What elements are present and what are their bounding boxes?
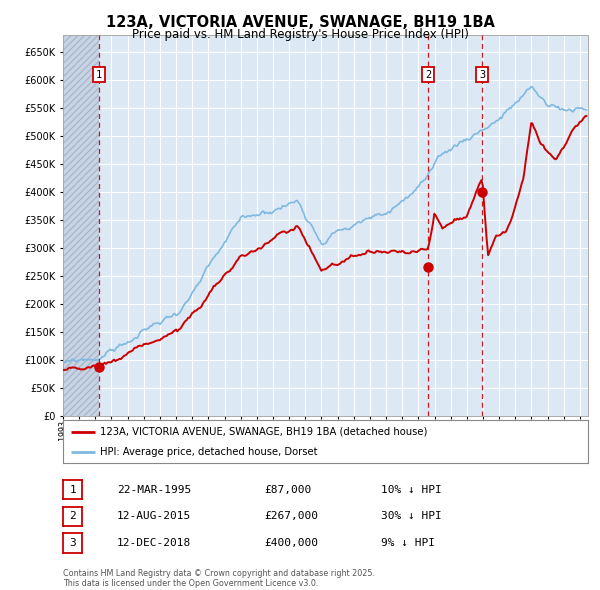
- Text: 2: 2: [70, 512, 76, 521]
- Text: £267,000: £267,000: [264, 512, 318, 521]
- Text: 12-DEC-2018: 12-DEC-2018: [117, 538, 191, 548]
- Text: Contains HM Land Registry data © Crown copyright and database right 2025.
This d: Contains HM Land Registry data © Crown c…: [63, 569, 375, 588]
- Text: 3: 3: [70, 538, 76, 548]
- Text: HPI: Average price, detached house, Dorset: HPI: Average price, detached house, Dors…: [100, 447, 317, 457]
- Bar: [63, 35, 99, 416]
- Text: 1: 1: [96, 70, 102, 80]
- Text: 1: 1: [70, 485, 76, 494]
- Text: 3: 3: [479, 70, 485, 80]
- Text: 12-AUG-2015: 12-AUG-2015: [117, 512, 191, 521]
- Text: 2: 2: [425, 70, 431, 80]
- Text: Price paid vs. HM Land Registry's House Price Index (HPI): Price paid vs. HM Land Registry's House …: [131, 28, 469, 41]
- Text: 10% ↓ HPI: 10% ↓ HPI: [381, 485, 442, 494]
- Text: 123A, VICTORIA AVENUE, SWANAGE, BH19 1BA (detached house): 123A, VICTORIA AVENUE, SWANAGE, BH19 1BA…: [100, 427, 427, 437]
- Text: £87,000: £87,000: [264, 485, 311, 494]
- Text: £400,000: £400,000: [264, 538, 318, 548]
- Text: 123A, VICTORIA AVENUE, SWANAGE, BH19 1BA: 123A, VICTORIA AVENUE, SWANAGE, BH19 1BA: [106, 15, 494, 30]
- Text: 30% ↓ HPI: 30% ↓ HPI: [381, 512, 442, 521]
- Text: 22-MAR-1995: 22-MAR-1995: [117, 485, 191, 494]
- Text: 9% ↓ HPI: 9% ↓ HPI: [381, 538, 435, 548]
